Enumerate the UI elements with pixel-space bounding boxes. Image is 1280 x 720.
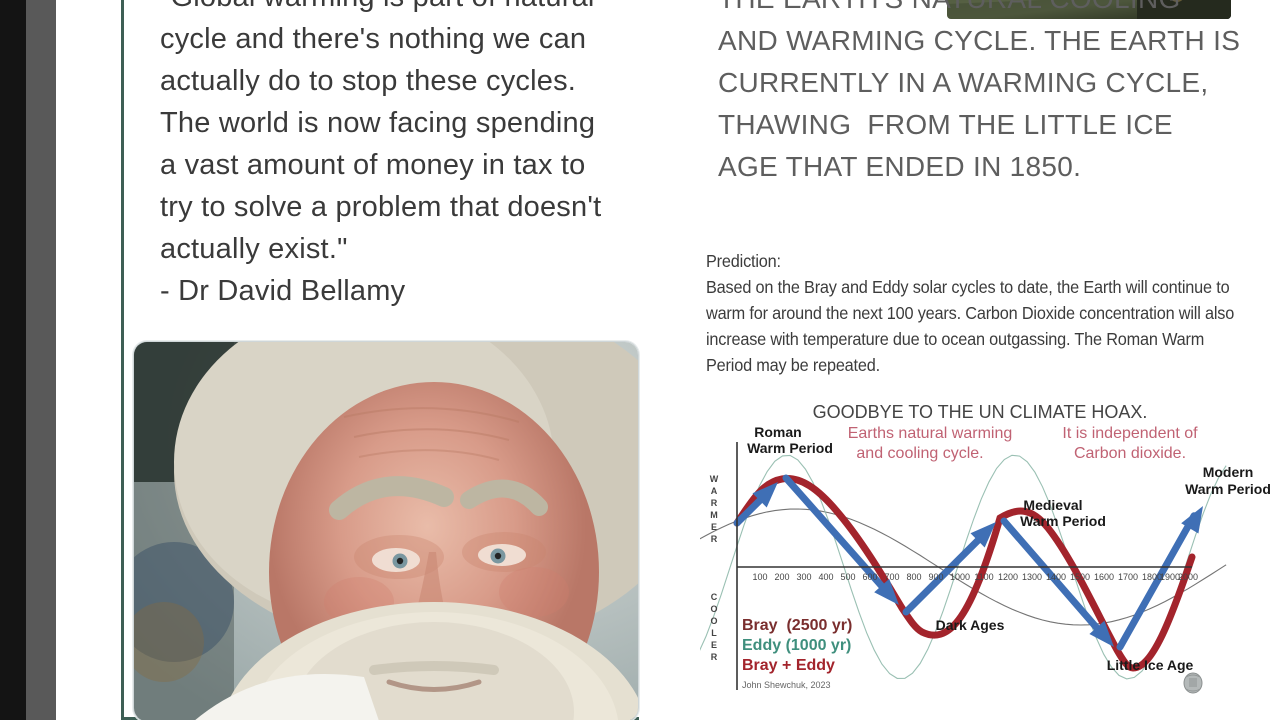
svg-text:M: M [710, 510, 718, 520]
svg-text:1500: 1500 [1070, 572, 1090, 582]
svg-text:1200: 1200 [998, 572, 1018, 582]
svg-text:and cooling cycle.: and cooling cycle. [856, 445, 983, 462]
svg-text:500: 500 [840, 572, 855, 582]
svg-text:L: L [711, 628, 717, 638]
svg-text:1100: 1100 [974, 572, 993, 582]
svg-text:Eddy (1000 yr): Eddy (1000 yr) [742, 637, 851, 654]
svg-text:1600: 1600 [1094, 572, 1114, 582]
svg-text:Warm Period: Warm Period [747, 440, 833, 456]
svg-text:400: 400 [818, 572, 833, 582]
svg-text:W: W [710, 474, 719, 484]
svg-text:300: 300 [796, 572, 811, 582]
svg-text:Warm Period: Warm Period [1020, 513, 1106, 529]
svg-text:700: 700 [884, 572, 899, 582]
svg-text:R: R [711, 534, 718, 544]
svg-text:R: R [711, 498, 718, 508]
svg-text:800: 800 [906, 572, 921, 582]
svg-text:C: C [711, 592, 718, 602]
svg-text:A: A [711, 486, 718, 496]
svg-text:1700: 1700 [1118, 572, 1138, 582]
svg-text:Bray (2500 yr): Bray (2500 yr) [742, 617, 852, 634]
svg-text:2000: 2000 [1178, 572, 1198, 582]
svg-text:600: 600 [862, 572, 877, 582]
svg-text:E: E [711, 522, 717, 532]
svg-text:100: 100 [752, 572, 767, 582]
svg-text:900: 900 [928, 572, 943, 582]
svg-text:Warm Period: Warm Period [1185, 481, 1271, 497]
svg-text:O: O [710, 616, 717, 626]
svg-text:O: O [710, 604, 717, 614]
svg-text:R: R [711, 652, 718, 662]
svg-text:1400: 1400 [1046, 572, 1066, 582]
svg-text:200: 200 [774, 572, 789, 582]
svg-text:1000: 1000 [950, 572, 970, 582]
svg-text:Carbon dioxide.: Carbon dioxide. [1074, 445, 1186, 462]
svg-text:It is independent of: It is independent of [1062, 425, 1198, 442]
svg-text:GOODBYE TO THE UN CLIMATE HOAX: GOODBYE TO THE UN CLIMATE HOAX. [813, 402, 1148, 422]
svg-text:Roman: Roman [754, 424, 801, 440]
svg-text:Modern: Modern [1203, 464, 1254, 480]
svg-text:John Shewchuk, 2023: John Shewchuk, 2023 [742, 680, 831, 690]
svg-text:E: E [711, 640, 717, 650]
svg-text:1300: 1300 [1022, 572, 1042, 582]
svg-text:Earths natural warming: Earths natural warming [848, 425, 1013, 442]
svg-text:Dark Ages: Dark Ages [936, 617, 1005, 633]
svg-text:Bray + Eddy: Bray + Eddy [742, 657, 835, 674]
svg-text:Little Ice Age: Little Ice Age [1107, 657, 1194, 673]
svg-text:Medieval: Medieval [1023, 497, 1082, 513]
